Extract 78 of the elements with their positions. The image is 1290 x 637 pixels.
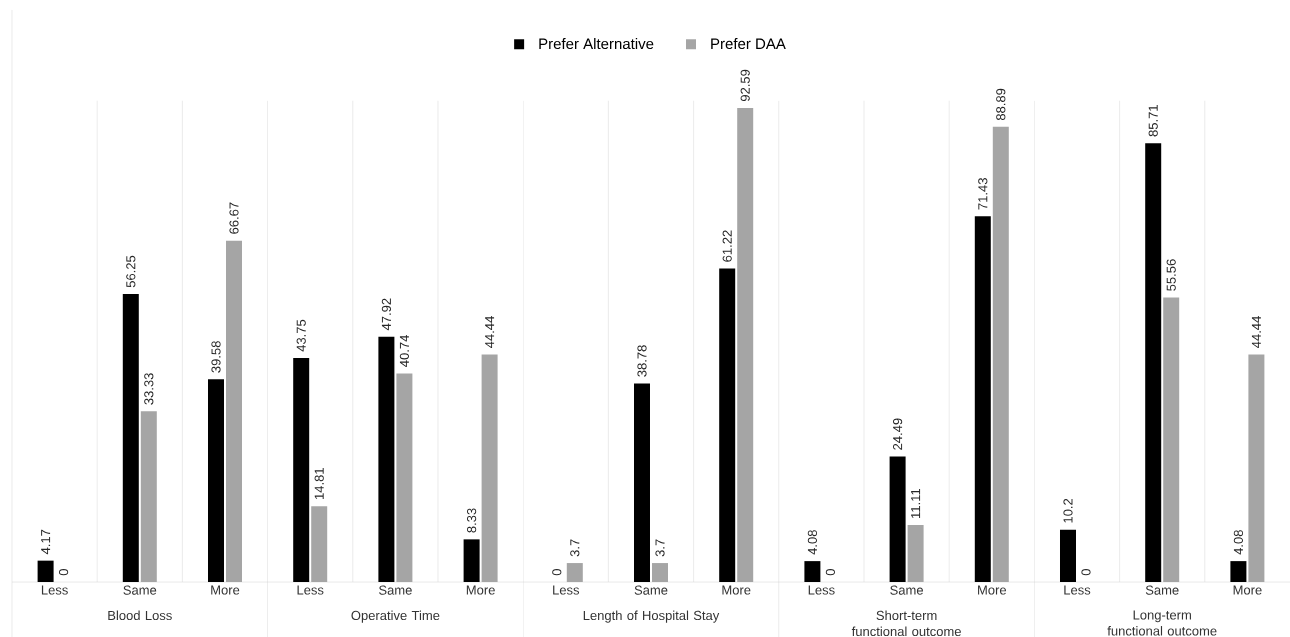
- data-label: 4.08: [1233, 530, 1244, 555]
- data-label: 44.44: [1251, 316, 1261, 348]
- bar: [974, 216, 991, 582]
- data-label: 40.74: [399, 335, 409, 367]
- bar: [889, 456, 906, 582]
- bar: [1248, 354, 1265, 582]
- x-tick-label: Less: [41, 585, 68, 595]
- data-label: 71.43: [978, 178, 988, 210]
- x-tick-label: Same: [1145, 585, 1179, 595]
- bar: [1163, 297, 1180, 582]
- bar: [1230, 561, 1247, 582]
- bar: [634, 383, 650, 582]
- bar: [652, 563, 668, 582]
- data-label: 43.75: [296, 319, 306, 352]
- text: Length of Hospital Stay: [583, 610, 720, 623]
- bar: [208, 379, 224, 582]
- data-label: 0: [552, 569, 562, 576]
- data-label: 85.71: [1148, 105, 1158, 137]
- bar: [226, 240, 242, 582]
- text: Short-term functional outcome: [851, 610, 961, 637]
- data-label: 66.67: [229, 202, 239, 234]
- data-label: 8.33: [467, 508, 477, 533]
- data-label: 10.2: [1063, 498, 1073, 523]
- x-tick-label: Less: [553, 585, 580, 595]
- bar: [311, 506, 328, 582]
- text: Long-term functional outcome: [1107, 610, 1217, 636]
- x-tick-label: More: [1233, 585, 1262, 595]
- data-label: 3.7: [570, 539, 580, 557]
- x-tick-label: More: [211, 585, 240, 595]
- bar: [463, 539, 480, 582]
- x-tick-label: Less: [808, 585, 835, 595]
- bar: [140, 411, 157, 582]
- data-label: 4.17: [41, 529, 51, 555]
- text: Blood Loss: [108, 610, 172, 621]
- x-tick-label: Same: [123, 585, 157, 595]
- x-tick-label: Same: [379, 585, 412, 595]
- data-label: 38.78: [637, 345, 647, 377]
- x-tick-label: Same: [634, 585, 668, 595]
- text: Operative Time: [351, 610, 440, 623]
- bar: [804, 561, 821, 582]
- bar: [737, 107, 754, 582]
- bar: [907, 525, 924, 582]
- data-label: 55.56: [1166, 259, 1176, 291]
- bar: [396, 373, 413, 582]
- data-label: 88.89: [996, 88, 1006, 121]
- x-tick-label: Same: [890, 585, 923, 595]
- data-label: 0: [825, 569, 835, 576]
- bar: [566, 563, 583, 582]
- x-tick-label: More: [978, 585, 1007, 595]
- x-tick-label: Less: [1064, 585, 1091, 595]
- bar: [378, 336, 395, 582]
- bar: [122, 293, 139, 582]
- bar: [1060, 529, 1076, 582]
- data-label: 44.44: [485, 316, 495, 348]
- data-label: 14.81: [314, 468, 324, 499]
- legend-label: Prefer DAA: [711, 38, 786, 50]
- bar: [481, 354, 498, 582]
- data-label: 0: [58, 569, 69, 576]
- data-label: 0: [1081, 569, 1091, 576]
- bar: [1145, 143, 1162, 582]
- data-label: 24.49: [893, 418, 903, 450]
- x-tick-label: More: [722, 585, 751, 595]
- data-label: 3.7: [655, 539, 665, 557]
- data-label: 56.25: [126, 255, 136, 288]
- x-tick-label: More: [466, 585, 495, 595]
- data-label: 92.59: [740, 69, 750, 102]
- legend-label: Prefer Alternative: [539, 38, 654, 50]
- data-label: 61.22: [722, 230, 732, 262]
- x-tick-label: Less: [297, 585, 324, 595]
- bar: [37, 560, 54, 582]
- data-label: 47.92: [381, 298, 391, 331]
- data-label: 39.58: [211, 341, 221, 373]
- data-label: 11.11: [911, 488, 921, 518]
- bar: [719, 268, 736, 582]
- bar: [293, 357, 310, 582]
- data-label: 4.08: [807, 530, 817, 555]
- data-label: 33.33: [144, 373, 154, 405]
- bar: [992, 126, 1009, 582]
